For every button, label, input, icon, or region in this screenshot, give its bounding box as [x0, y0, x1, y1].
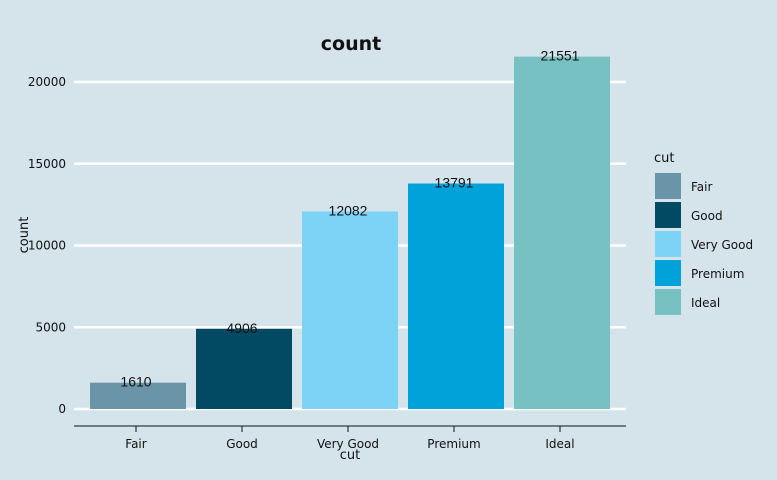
data-label: 12082: [329, 202, 368, 218]
legend-entry-label: Very Good: [691, 238, 753, 252]
y-axis-title: count: [17, 217, 32, 254]
bars: [90, 56, 610, 410]
y-tick-label: 10000: [28, 239, 66, 253]
axes: 0 5000 10000 15000 20000 Fair Good Very Good Pre…: [28, 75, 626, 451]
x-tick-label: Very Good: [317, 437, 379, 451]
bar-fair: [90, 382, 186, 409]
legend-title: cut: [654, 151, 674, 166]
legend-entry-label: Premium: [691, 267, 744, 281]
legend-swatch: [655, 289, 681, 315]
x-tick-label: Ideal: [545, 437, 574, 451]
x-tick-label: Fair: [125, 437, 146, 451]
data-labels: 1610 4906 12082 13791 21551: [120, 48, 579, 390]
chart-title: count: [321, 33, 381, 55]
y-tick-label: 0: [58, 402, 66, 416]
y-tick-label: 15000: [28, 157, 66, 171]
data-label: 13791: [435, 175, 474, 191]
legend-entry-label: Fair: [691, 180, 712, 194]
legend-swatch: [655, 202, 681, 228]
data-label: 21551: [541, 48, 580, 64]
legend-entry-label: Good: [691, 209, 723, 223]
x-axis-title: cut: [340, 448, 360, 463]
legend-swatch: [655, 173, 681, 199]
y-tick-label: 5000: [35, 320, 66, 334]
bar-good: [196, 328, 292, 409]
data-label: 4906: [226, 320, 257, 336]
legend-swatch: [655, 231, 681, 257]
y-tick-label: 20000: [28, 75, 66, 89]
x-tick-label: Good: [226, 437, 258, 451]
x-tick-label: Premium: [427, 437, 480, 451]
data-label: 1610: [120, 374, 151, 390]
legend-swatch: [655, 260, 681, 286]
bar-very-good: [302, 211, 398, 409]
legend-entry-label: Ideal: [691, 296, 720, 310]
bar-premium: [408, 183, 504, 409]
bar-ideal: [514, 56, 610, 410]
legend: cut Fair Good Very Good Premium Ideal: [654, 151, 753, 315]
